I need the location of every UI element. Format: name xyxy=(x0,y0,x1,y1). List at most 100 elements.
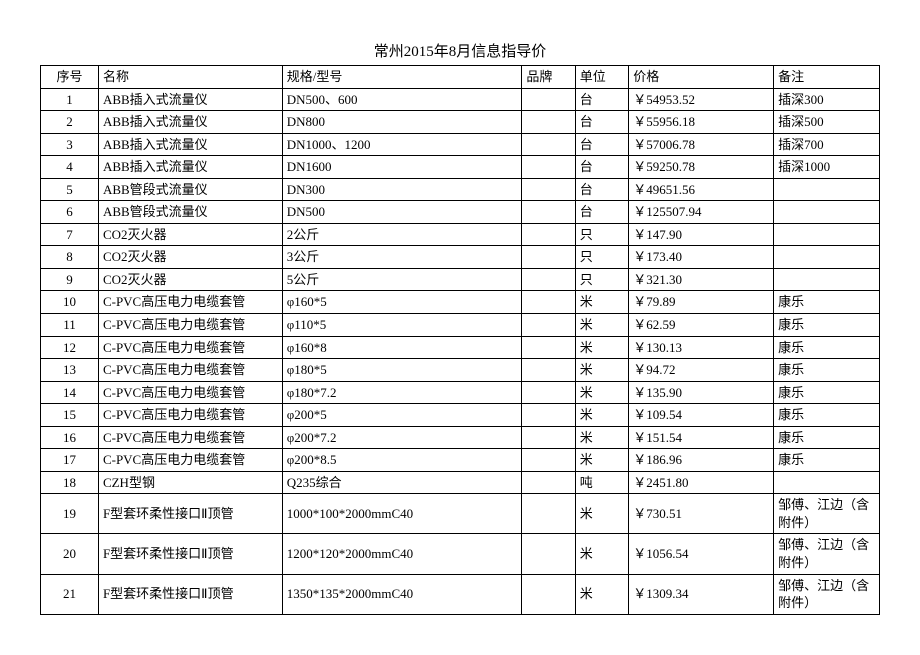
cell-remark xyxy=(774,201,880,224)
table-row: 19F型套环柔性接口Ⅱ顶管1000*100*2000mmC40米￥730.51邹… xyxy=(41,494,880,534)
table-body: 1ABB插入式流量仪DN500、600台￥54953.52插深3002ABB插入… xyxy=(41,88,880,614)
cell-price: ￥151.54 xyxy=(629,426,774,449)
cell-seq: 13 xyxy=(41,359,99,382)
cell-remark: 邹傅、江边（含附件） xyxy=(774,534,880,574)
cell-remark: 邹傅、江边（含附件） xyxy=(774,574,880,614)
cell-seq: 18 xyxy=(41,471,99,494)
cell-seq: 20 xyxy=(41,534,99,574)
cell-spec: Q235综合 xyxy=(282,471,522,494)
cell-unit: 米 xyxy=(575,426,628,449)
cell-seq: 8 xyxy=(41,246,99,269)
cell-name: ABB插入式流量仪 xyxy=(98,156,282,179)
cell-spec: DN1600 xyxy=(282,156,522,179)
cell-remark: 邹傅、江边（含附件） xyxy=(774,494,880,534)
cell-name: C-PVC高压电力电缆套管 xyxy=(98,336,282,359)
cell-price: ￥730.51 xyxy=(629,494,774,534)
cell-spec: φ160*5 xyxy=(282,291,522,314)
col-header-brand: 品牌 xyxy=(522,66,575,89)
cell-brand xyxy=(522,223,575,246)
cell-name: ABB插入式流量仪 xyxy=(98,133,282,156)
cell-name: ABB管段式流量仪 xyxy=(98,178,282,201)
cell-remark: 康乐 xyxy=(774,314,880,337)
cell-remark xyxy=(774,223,880,246)
cell-unit: 台 xyxy=(575,156,628,179)
cell-brand xyxy=(522,426,575,449)
cell-unit: 台 xyxy=(575,178,628,201)
cell-spec: φ200*8.5 xyxy=(282,449,522,472)
cell-remark: 插深500 xyxy=(774,111,880,134)
cell-unit: 台 xyxy=(575,133,628,156)
cell-brand xyxy=(522,156,575,179)
cell-name: C-PVC高压电力电缆套管 xyxy=(98,291,282,314)
cell-brand xyxy=(522,574,575,614)
col-header-price: 价格 xyxy=(629,66,774,89)
cell-remark: 康乐 xyxy=(774,426,880,449)
cell-brand xyxy=(522,178,575,201)
cell-brand xyxy=(522,314,575,337)
cell-seq: 4 xyxy=(41,156,99,179)
cell-brand xyxy=(522,201,575,224)
cell-brand xyxy=(522,449,575,472)
cell-name: CO2灭火器 xyxy=(98,246,282,269)
cell-unit: 只 xyxy=(575,246,628,269)
cell-seq: 6 xyxy=(41,201,99,224)
cell-name: ABB插入式流量仪 xyxy=(98,88,282,111)
col-header-seq: 序号 xyxy=(41,66,99,89)
table-row: 2ABB插入式流量仪DN800台￥55956.18插深500 xyxy=(41,111,880,134)
cell-unit: 台 xyxy=(575,111,628,134)
cell-remark xyxy=(774,178,880,201)
cell-spec: 5公斤 xyxy=(282,268,522,291)
cell-brand xyxy=(522,133,575,156)
cell-seq: 21 xyxy=(41,574,99,614)
cell-spec: DN1000、1200 xyxy=(282,133,522,156)
cell-price: ￥147.90 xyxy=(629,223,774,246)
cell-seq: 17 xyxy=(41,449,99,472)
cell-price: ￥135.90 xyxy=(629,381,774,404)
cell-spec: 1350*135*2000mmC40 xyxy=(282,574,522,614)
table-row: 15C-PVC高压电力电缆套管φ200*5米￥109.54康乐 xyxy=(41,404,880,427)
cell-brand xyxy=(522,336,575,359)
cell-price: ￥54953.52 xyxy=(629,88,774,111)
table-row: 9CO2灭火器5公斤只￥321.30 xyxy=(41,268,880,291)
cell-name: F型套环柔性接口Ⅱ顶管 xyxy=(98,494,282,534)
cell-unit: 米 xyxy=(575,381,628,404)
cell-remark: 插深300 xyxy=(774,88,880,111)
cell-unit: 吨 xyxy=(575,471,628,494)
cell-spec: DN800 xyxy=(282,111,522,134)
table-row: 11C-PVC高压电力电缆套管φ110*5米￥62.59康乐 xyxy=(41,314,880,337)
table-row: 7CO2灭火器2公斤只￥147.90 xyxy=(41,223,880,246)
cell-brand xyxy=(522,111,575,134)
cell-price: ￥62.59 xyxy=(629,314,774,337)
cell-seq: 15 xyxy=(41,404,99,427)
table-row: 1ABB插入式流量仪DN500、600台￥54953.52插深300 xyxy=(41,88,880,111)
cell-brand xyxy=(522,246,575,269)
cell-seq: 2 xyxy=(41,111,99,134)
cell-price: ￥1056.54 xyxy=(629,534,774,574)
cell-price: ￥57006.78 xyxy=(629,133,774,156)
cell-price: ￥125507.94 xyxy=(629,201,774,224)
cell-seq: 12 xyxy=(41,336,99,359)
cell-remark: 康乐 xyxy=(774,449,880,472)
cell-name: C-PVC高压电力电缆套管 xyxy=(98,426,282,449)
cell-seq: 9 xyxy=(41,268,99,291)
col-header-name: 名称 xyxy=(98,66,282,89)
cell-spec: φ180*7.2 xyxy=(282,381,522,404)
table-row: 8CO2灭火器3公斤只￥173.40 xyxy=(41,246,880,269)
cell-unit: 只 xyxy=(575,223,628,246)
cell-unit: 米 xyxy=(575,359,628,382)
table-row: 16C-PVC高压电力电缆套管φ200*7.2米￥151.54康乐 xyxy=(41,426,880,449)
cell-price: ￥321.30 xyxy=(629,268,774,291)
cell-seq: 1 xyxy=(41,88,99,111)
table-row: 10C-PVC高压电力电缆套管φ160*5米￥79.89康乐 xyxy=(41,291,880,314)
cell-brand xyxy=(522,88,575,111)
cell-brand xyxy=(522,534,575,574)
cell-seq: 19 xyxy=(41,494,99,534)
table-row: 3ABB插入式流量仪DN1000、1200台￥57006.78插深700 xyxy=(41,133,880,156)
table-row: 13C-PVC高压电力电缆套管φ180*5米￥94.72康乐 xyxy=(41,359,880,382)
cell-price: ￥55956.18 xyxy=(629,111,774,134)
cell-unit: 台 xyxy=(575,201,628,224)
cell-unit: 米 xyxy=(575,494,628,534)
cell-name: CO2灭火器 xyxy=(98,223,282,246)
cell-name: CZH型钢 xyxy=(98,471,282,494)
cell-spec: DN300 xyxy=(282,178,522,201)
